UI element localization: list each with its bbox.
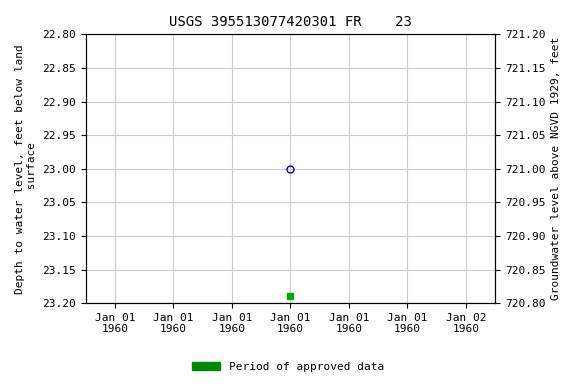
Y-axis label: Depth to water level, feet below land
 surface: Depth to water level, feet below land su… (15, 44, 37, 294)
Title: USGS 395513077420301 FR    23: USGS 395513077420301 FR 23 (169, 15, 412, 29)
Legend: Period of approved data: Period of approved data (188, 358, 388, 377)
Y-axis label: Groundwater level above NGVD 1929, feet: Groundwater level above NGVD 1929, feet (551, 37, 561, 300)
